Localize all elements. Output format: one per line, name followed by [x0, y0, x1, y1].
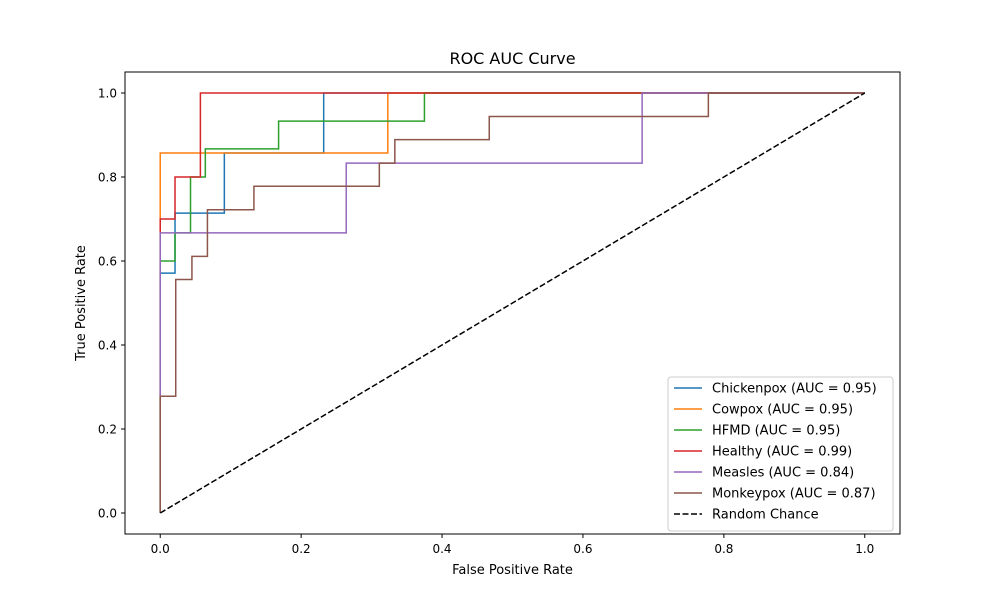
x-tick-label: 0.8 — [714, 542, 733, 556]
series-line-healthy — [159, 92, 865, 513]
legend-label-random-chance: Random Chance — [712, 508, 819, 523]
legend-label-measles: Measles (AUC = 0.84) — [712, 466, 854, 481]
y-tick-label: 0.0 — [98, 507, 117, 521]
series-line-measles — [159, 92, 865, 513]
y-tick-label: 0.8 — [98, 171, 117, 185]
legend-label-hfmd: HFMD (AUC = 0.95) — [712, 424, 840, 439]
x-tick-label: 0.0 — [151, 542, 170, 556]
chart-title: ROC AUC Curve — [449, 49, 575, 68]
legend-label-monkeypox: Monkeypox (AUC = 0.87) — [712, 487, 876, 502]
series-line-random-chance — [159, 92, 866, 514]
x-axis-label: False Positive Rate — [452, 563, 573, 578]
y-axis-label: True Positive Rate — [74, 245, 89, 362]
series-line-monkeypox — [159, 92, 865, 513]
x-tick-label: 0.2 — [292, 542, 311, 556]
x-tick-label: 1.0 — [855, 542, 874, 556]
legend-label-chickenpox: Chickenpox (AUC = 0.95) — [712, 382, 877, 397]
series-line-hfmd — [159, 92, 865, 513]
plot-lines — [159, 92, 866, 514]
series-line-chickenpox — [159, 92, 865, 513]
legend-label-cowpox: Cowpox (AUC = 0.95) — [712, 403, 853, 418]
y-tick-label: 0.4 — [98, 339, 117, 353]
y-tick-label: 0.2 — [98, 423, 117, 437]
legend-label-healthy: Healthy (AUC = 0.99) — [712, 445, 852, 460]
axis-ticks: 0.0 0.2 0.4 0.6 0.8 1.0 0.0 0.2 0.4 0.6 0.8 1.0 — [98, 87, 874, 557]
x-tick-label: 0.4 — [432, 542, 451, 556]
x-tick-label: 0.6 — [573, 542, 592, 556]
y-tick-label: 1.0 — [98, 87, 117, 101]
y-tick-label: 0.6 — [98, 255, 117, 269]
legend-box — [667, 376, 894, 532]
legend: Chickenpox (AUC = 0.95) Cowpox (AUC = 0.9… — [667, 376, 894, 532]
plot-frame — [124, 71, 901, 535]
